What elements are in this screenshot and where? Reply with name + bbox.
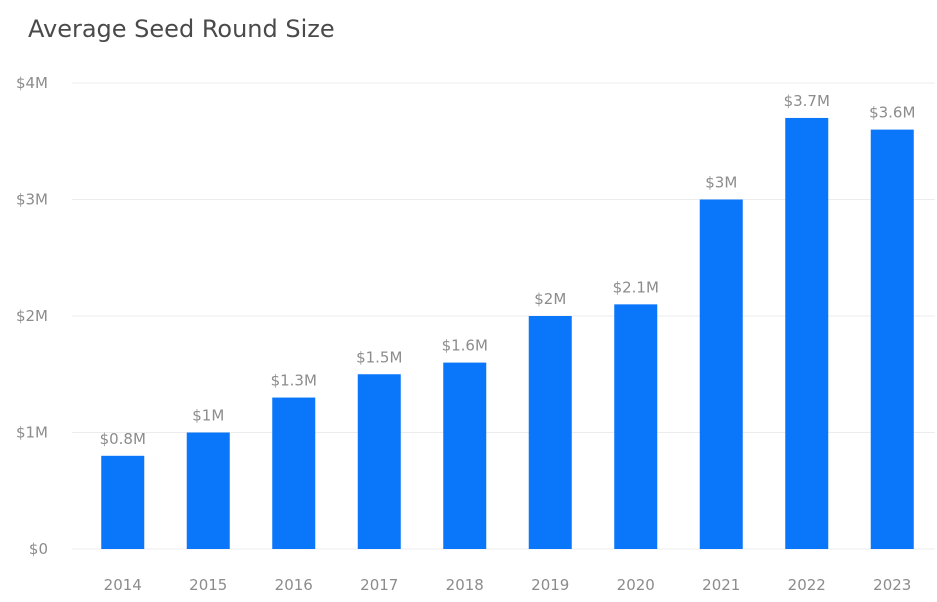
y-tick-label: $1M: [16, 424, 48, 442]
bar: [528, 316, 572, 549]
bar: [272, 397, 316, 549]
x-tick-label: 2017: [360, 576, 398, 594]
bar: [614, 304, 658, 549]
bar: [699, 199, 743, 549]
data-label: $1M: [192, 407, 224, 425]
data-label: $2.1M: [613, 278, 659, 296]
x-tick-label: 2016: [275, 576, 313, 594]
data-label: $3M: [705, 174, 737, 192]
bar: [443, 362, 487, 549]
data-label: $2M: [534, 290, 566, 308]
chart-title: Average Seed Round Size: [28, 15, 335, 43]
y-tick-label: $0: [29, 540, 48, 558]
bar: [101, 455, 145, 549]
y-tick-label: $3M: [16, 191, 48, 209]
x-axis-ticks: 2014 2015 2016 2017 2018 2019 2020 2021 2022 2023: [104, 576, 912, 594]
data-label: $0.8M: [100, 430, 146, 448]
data-label: $3.6M: [869, 104, 915, 122]
data-label: $3.7M: [784, 92, 830, 110]
y-axis-ticks: $0 $1M $2M $3M $4M: [16, 74, 48, 558]
data-label: $1.6M: [442, 337, 488, 355]
y-tick-label: $2M: [16, 307, 48, 325]
bar: [186, 432, 230, 549]
x-tick-label: 2018: [446, 576, 484, 594]
data-label: $1.5M: [356, 348, 402, 366]
x-tick-label: 2019: [531, 576, 569, 594]
x-tick-label: 2022: [788, 576, 826, 594]
x-tick-label: 2014: [104, 576, 142, 594]
y-tick-label: $4M: [16, 74, 48, 92]
bars: [101, 117, 914, 549]
bar: [870, 129, 914, 549]
x-tick-label: 2020: [617, 576, 655, 594]
x-tick-label: 2021: [702, 576, 740, 594]
x-tick-label: 2015: [189, 576, 227, 594]
data-label: $1.3M: [271, 372, 317, 390]
x-tick-label: 2023: [873, 576, 911, 594]
bar: [785, 117, 829, 549]
data-labels: $0.8M $1M $1.3M $1.5M $1.6M $2M $2.1M $3M $3.7M $…: [100, 92, 916, 448]
bar: [357, 374, 401, 549]
